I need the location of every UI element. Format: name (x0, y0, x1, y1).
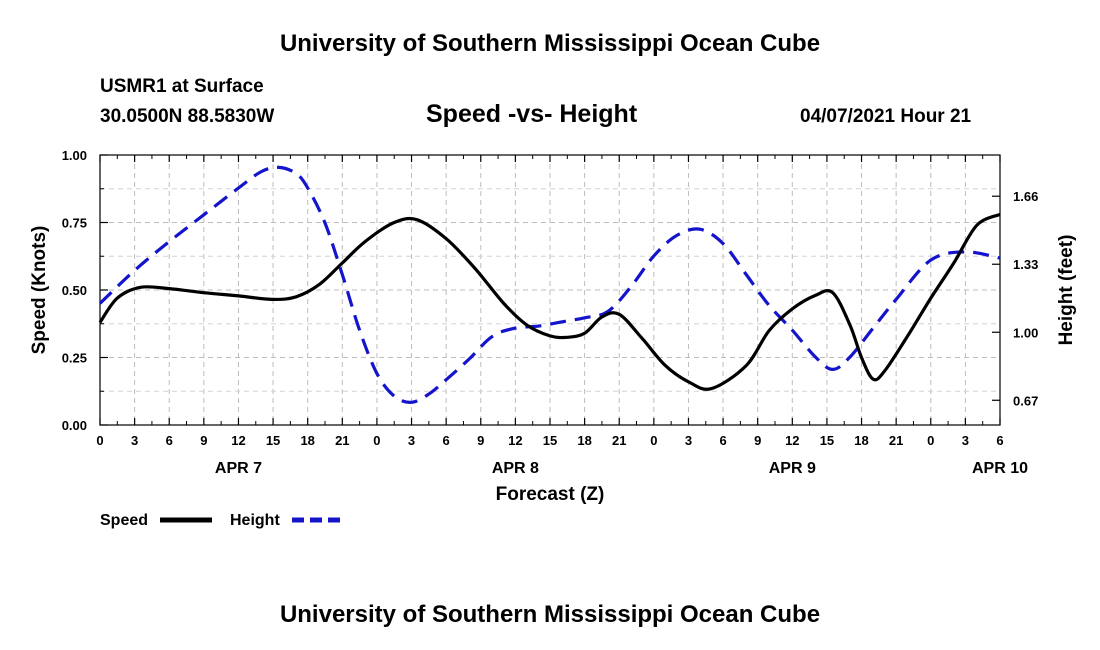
x-tick-label: 15 (266, 433, 280, 448)
x-tick-label: 18 (854, 433, 868, 448)
x-tick-label: 3 (685, 433, 692, 448)
speed-height-chart: 0 3 6 9 12 15 18 21 0 3 6 9 12 15 18 21 0 3 6 9 12 15 18 21 0 3 6 A… (29, 148, 1077, 529)
x-tick-label: 0 (927, 433, 934, 448)
y2-tick-label: 0.67 (1013, 393, 1038, 408)
grid-lines (100, 155, 1000, 425)
x-tick-label: 6 (443, 433, 450, 448)
x-tick-label: 0 (96, 433, 103, 448)
x-tick-label: 21 (335, 433, 349, 448)
chart-footer-title: University of Southern Mississippi Ocean… (279, 601, 821, 628)
y-tick-label: 0.50 (62, 283, 87, 298)
x-tick-label: 18 (577, 433, 591, 448)
y2-tick-label: 1.00 (1013, 325, 1038, 340)
x-axis-title: Forecast (Z) (496, 484, 605, 505)
x-tick-label: 12 (785, 433, 799, 448)
x-tick-label: 9 (477, 433, 484, 448)
y-axis-title: Speed (Knots) (29, 226, 50, 355)
x-tick-label: 21 (612, 433, 626, 448)
x-tick-label: 12 (231, 433, 245, 448)
y2-tick-label: 1.66 (1013, 189, 1038, 204)
day-label: APR 7 (215, 460, 262, 477)
x-tick-label: 18 (300, 433, 314, 448)
chart-header-title: University of Southern Mississippi Ocean… (279, 30, 821, 57)
chart-subtitle: Speed -vs- Height (426, 100, 638, 128)
y-tick-label: 0.25 (62, 351, 87, 366)
x-tick-label: 6 (166, 433, 173, 448)
series-line-speed (98, 212, 1001, 391)
series-lines (98, 165, 1001, 404)
x-tick-label: 15 (820, 433, 834, 448)
x-tick-label: 0 (650, 433, 657, 448)
legend-height-label: Height (230, 512, 280, 529)
y-tick-label: 1.00 (62, 148, 87, 163)
day-label: APR 10 (972, 460, 1028, 477)
y2-tick-label: 1.33 (1013, 257, 1038, 272)
y2-axis-title: Height (feet) (1056, 235, 1077, 346)
x-tick-label: 9 (200, 433, 207, 448)
day-label: APR 9 (769, 460, 816, 477)
x-tick-label: 9 (754, 433, 761, 448)
x-tick-label: 3 (962, 433, 969, 448)
y-tick-label: 0.00 (62, 418, 87, 433)
x-tick-label: 6 (719, 433, 726, 448)
y-tick-label: 0.75 (62, 216, 87, 231)
station-label: USMR1 at Surface (100, 76, 264, 97)
axis-ticks (99, 154, 1001, 426)
x-tick-label: 3 (408, 433, 415, 448)
legend-speed-label: Speed (100, 512, 148, 529)
tick-labels: 0 3 6 9 12 15 18 21 0 3 6 9 12 15 18 21 0 3 6 9 12 15 18 21 0 3 6 A… (62, 148, 1039, 477)
x-tick-label: 15 (543, 433, 557, 448)
coordinates-label: 30.0500N 88.5830W (100, 106, 275, 127)
x-tick-label: 0 (373, 433, 380, 448)
legend: Speed Height (100, 512, 342, 529)
x-tick-label: 6 (996, 433, 1003, 448)
x-tick-label: 3 (131, 433, 138, 448)
forecast-timestamp: 04/07/2021 Hour 21 (800, 106, 972, 127)
day-label: APR 8 (492, 460, 539, 477)
x-tick-label: 21 (889, 433, 903, 448)
x-tick-label: 12 (508, 433, 522, 448)
